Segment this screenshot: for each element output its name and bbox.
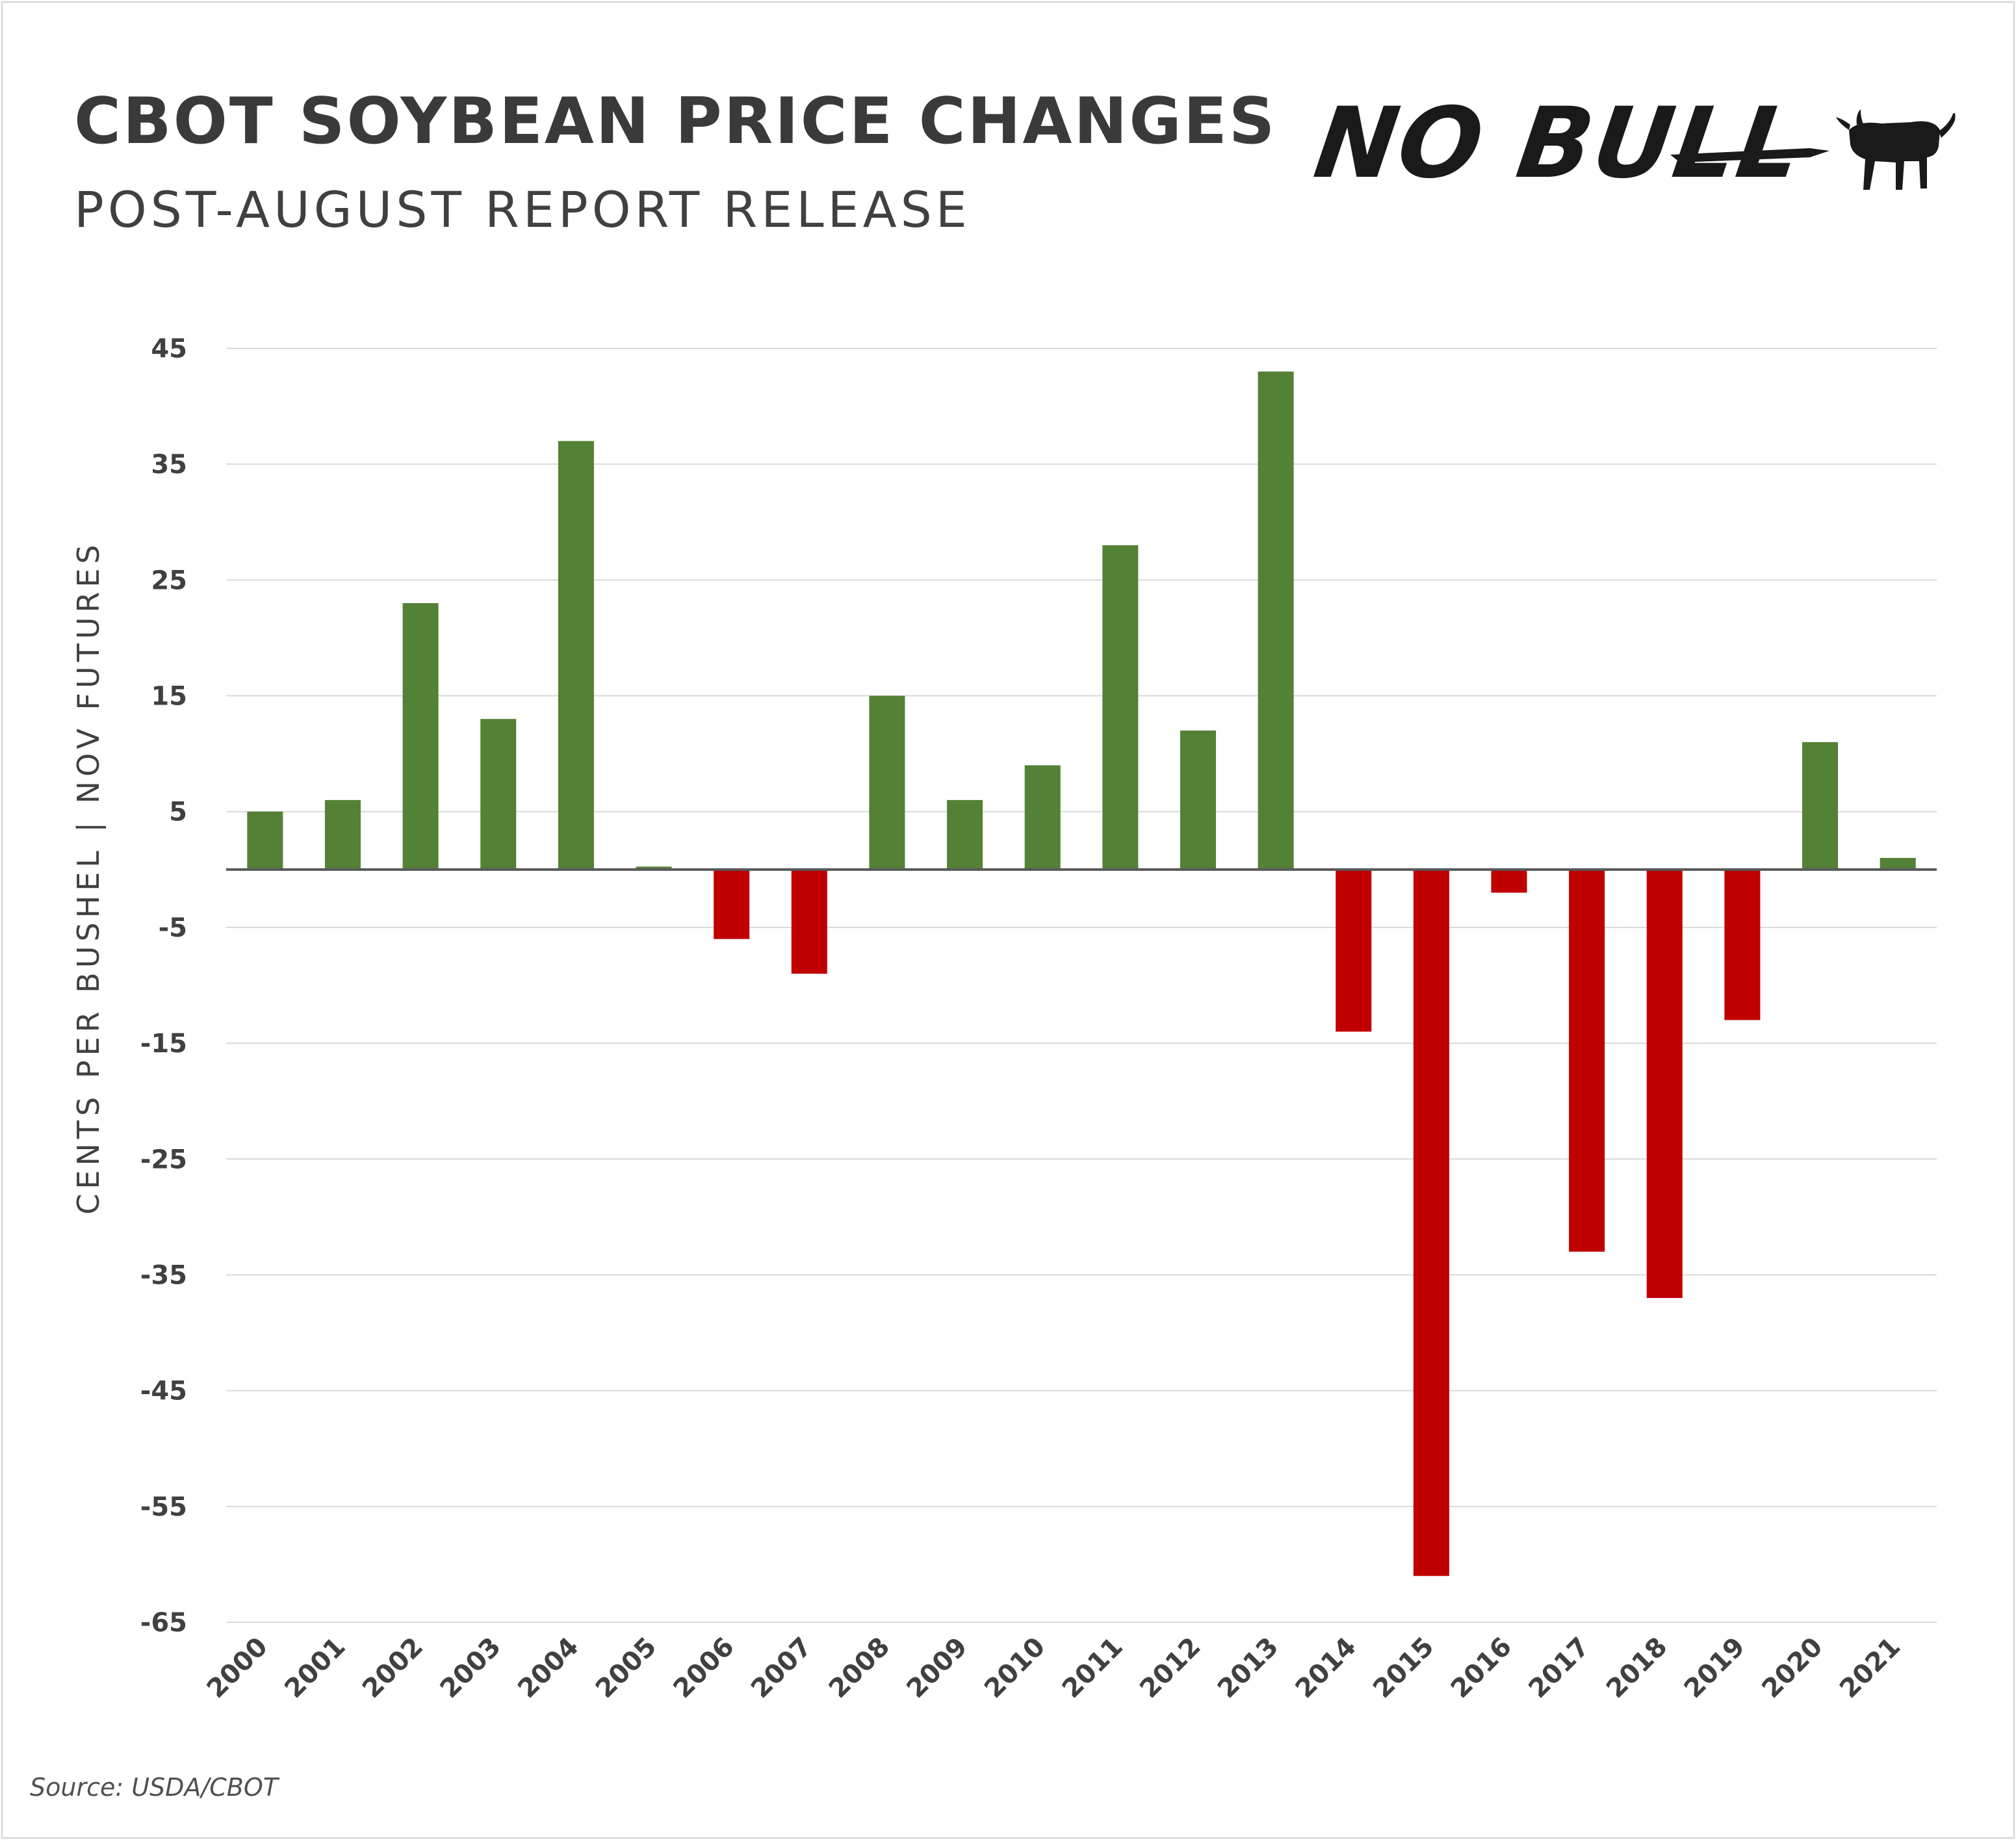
bar-2002 [402, 603, 439, 870]
x-tick-label: 2017 [1523, 1632, 1595, 1704]
x-tick-label: 2003 [435, 1632, 507, 1704]
y-tick-label: 25 [151, 565, 187, 595]
y-tick-label: -5 [159, 913, 187, 943]
bar-2019 [1724, 869, 1761, 1020]
y-tick-label: 35 [151, 450, 187, 480]
x-tick-label: 2000 [201, 1632, 274, 1704]
y-tick-label: -15 [140, 1029, 187, 1059]
bar-2012 [1180, 731, 1216, 870]
x-tick-label: 2009 [901, 1632, 973, 1704]
x-tick-label: 2012 [1134, 1632, 1206, 1704]
y-tick-label: 15 [151, 682, 187, 712]
y-tick-label: -25 [140, 1145, 187, 1174]
x-tick-label: 2018 [1601, 1632, 1673, 1704]
x-tick-label: 2001 [279, 1632, 351, 1704]
x-tick-label: 2010 [979, 1632, 1051, 1704]
x-tick-label: 2008 [823, 1632, 896, 1704]
bar-2016 [1491, 869, 1527, 893]
bars [247, 371, 1916, 1576]
x-tick-label: 2011 [1057, 1632, 1129, 1704]
x-tick-label: 2002 [357, 1632, 429, 1704]
x-tick-label: 2020 [1756, 1632, 1828, 1704]
bar-2020 [1802, 742, 1839, 870]
source-note: Source: USDA/CBOT [30, 1773, 278, 1802]
x-tick-label: 2006 [667, 1632, 740, 1704]
y-axis-label: CENTS PER BUSHEL | NOV FUTURES [71, 540, 107, 1214]
y-tick-label: 45 [151, 334, 187, 364]
x-tick-label: 2007 [745, 1632, 818, 1704]
chart-title: CBOT SOYBEAN PRICE CHANGES [74, 84, 1277, 159]
bar-2007 [791, 869, 827, 974]
bar-2003 [480, 719, 517, 870]
x-tick-label: 2013 [1212, 1632, 1284, 1704]
y-tick-label: 5 [169, 797, 187, 827]
bar-2018 [1646, 869, 1683, 1299]
y-tick-label: -35 [140, 1260, 187, 1290]
no-bull-logo: NO BULL [1308, 84, 1959, 214]
y-tick-label: -65 [140, 1608, 187, 1638]
bar-2011 [1102, 545, 1139, 870]
x-tick-label: 2019 [1679, 1632, 1751, 1704]
bar-2000 [247, 811, 283, 870]
bar-2005 [636, 866, 672, 870]
y-tick-label: -55 [140, 1492, 187, 1522]
bar-2004 [558, 441, 594, 870]
bar-2021 [1880, 858, 1916, 870]
x-tick-labels: 2000 2001 2002 2003 2004 2005 2006 2007 2008 2009… [201, 1632, 1907, 1704]
bar-2010 [1024, 765, 1061, 870]
y-tick-label: -45 [140, 1377, 187, 1406]
bar-2017 [1569, 869, 1605, 1252]
x-tick-label: 2015 [1367, 1632, 1440, 1704]
bar-2006 [714, 869, 750, 939]
bar-2001 [324, 799, 361, 870]
bar-2009 [947, 799, 983, 870]
bar-2014 [1336, 869, 1372, 1032]
x-tick-label: 2016 [1445, 1632, 1518, 1704]
x-tick-label: 2005 [590, 1632, 662, 1704]
bar-2015 [1413, 869, 1449, 1576]
bar-2008 [869, 695, 905, 870]
y-tick-labels: 45 35 25 15 5 -5 -15 -25 -35 -45 -55 -65 [140, 334, 187, 1638]
chart-subtitle: POST-AUGUST REPORT RELEASE [74, 181, 971, 239]
x-tick-label: 2021 [1834, 1632, 1906, 1704]
bull-icon [1670, 109, 1956, 190]
bar-2013 [1258, 371, 1294, 870]
x-tick-label: 2014 [1290, 1632, 1362, 1704]
x-tick-label: 2004 [512, 1632, 584, 1704]
